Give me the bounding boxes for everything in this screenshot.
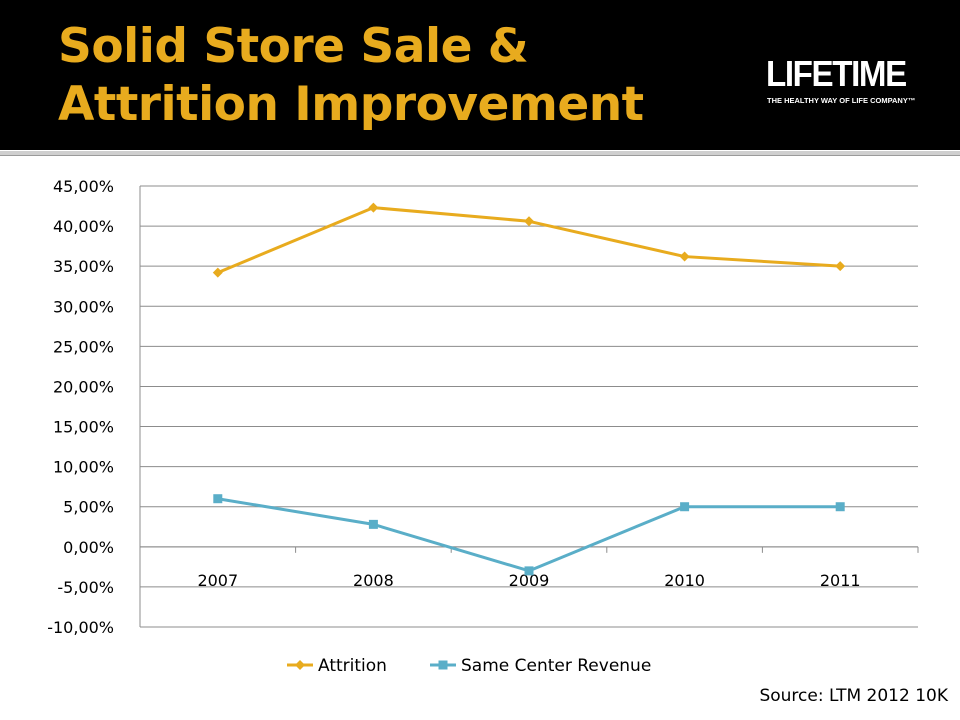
data-point	[835, 261, 846, 272]
data-point	[438, 660, 448, 670]
data-point	[368, 519, 378, 529]
data-point	[524, 566, 534, 576]
data-point	[295, 660, 305, 670]
series-same-center-revenue	[213, 494, 845, 576]
x-tick-label: 2011	[820, 571, 861, 590]
y-tick-label: 15,00%	[53, 418, 114, 437]
y-tick-label: 0,00%	[63, 538, 114, 557]
legend-label: Attrition	[318, 656, 387, 676]
y-tick-label: 35,00%	[53, 257, 114, 276]
data-point	[368, 202, 379, 213]
logo-tagline: THE HEALTHY WAY OF LIFE COMPANY™	[767, 96, 916, 105]
data-point	[524, 216, 534, 227]
legend-item: Attrition	[287, 656, 387, 676]
header-divider	[0, 151, 960, 156]
x-tick-label: 2009	[509, 571, 550, 590]
y-tick-label: 30,00%	[53, 297, 114, 316]
series-attrition	[212, 202, 846, 278]
y-tick-label: 10,00%	[53, 458, 114, 477]
x-axis-labels: 2007 2008 2009 2010 2011	[197, 571, 860, 590]
data-point	[835, 502, 845, 512]
data-point	[680, 502, 690, 512]
y-tick-label: 40,00%	[53, 217, 114, 236]
legend: Attrition Same Center Revenue	[287, 656, 651, 676]
series-line	[217, 497, 841, 573]
slide-title: Solid Store Sale & Attrition Improvement	[58, 19, 644, 132]
data-point	[679, 251, 690, 262]
legend-label: Same Center Revenue	[461, 656, 651, 676]
series-group	[212, 202, 846, 576]
x-axis	[139, 186, 919, 627]
y-tick-label: -5,00%	[57, 578, 114, 597]
lifetime-logo: LIFETIME THE HEALTHY WAY OF LIFE COMPANY…	[766, 54, 946, 110]
y-tick-label: -10,00%	[47, 618, 114, 637]
x-tick-label: 2007	[197, 571, 238, 590]
x-tick-label: 2010	[664, 571, 705, 590]
x-tick-label: 2008	[353, 571, 394, 590]
data-point	[212, 267, 223, 278]
logo-wordmark: LIFETIME	[766, 53, 907, 94]
y-axis: 45,00% 40,00% 35,00% 30,00% 25,00% 20,00% 15,0…	[47, 177, 114, 637]
slide-header: Solid Store Sale & Attrition Improvement…	[0, 0, 960, 150]
y-tick-label: 5,00%	[63, 498, 114, 517]
y-tick-label: 45,00%	[53, 177, 114, 196]
y-tick-label: 20,00%	[53, 377, 114, 396]
data-point	[213, 494, 223, 504]
y-tick-label: 25,00%	[53, 337, 114, 356]
legend-item: Same Center Revenue	[430, 656, 651, 676]
source-note: Source: LTM 2012 10K	[759, 686, 948, 706]
gridlines	[140, 185, 918, 628]
